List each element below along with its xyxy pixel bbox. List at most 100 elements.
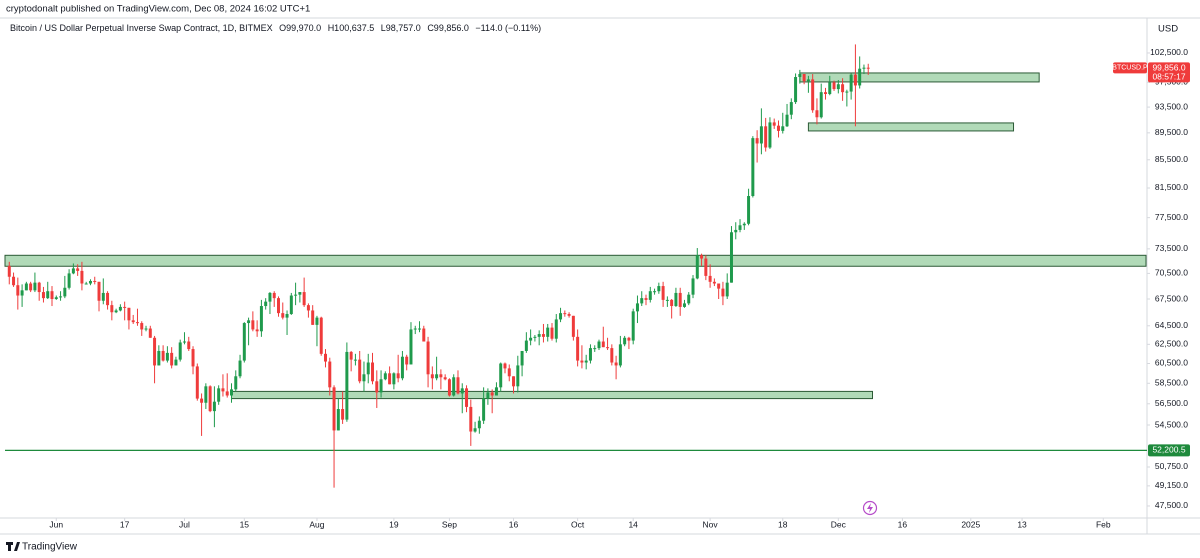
candle-body [418, 328, 422, 330]
x-tick-label: Oct [571, 519, 585, 529]
candle-body [747, 196, 751, 224]
candle-body [110, 305, 114, 313]
candle-body [584, 360, 588, 363]
candle-body [20, 290, 24, 296]
candle-body [405, 356, 409, 365]
candle-body [336, 409, 340, 431]
candle-body [832, 82, 836, 90]
currency-label: USD [1158, 24, 1178, 35]
candle-body [234, 376, 238, 390]
candle-body [606, 347, 610, 349]
candle-body [123, 306, 127, 308]
zone [799, 72, 1040, 83]
candle-body [255, 329, 259, 332]
y-tick-label: 81,500.0 [1155, 182, 1188, 192]
candle-body [114, 310, 118, 313]
candle-body [700, 255, 704, 259]
y-tick-label: 93,500.0 [1155, 101, 1188, 111]
candle-body [170, 352, 174, 366]
candle-body [311, 310, 315, 325]
candle-body [272, 292, 276, 299]
candle-body [242, 323, 246, 361]
candle-body [63, 287, 67, 297]
candle-body [140, 323, 144, 330]
candle-body [499, 363, 503, 388]
candle-body [46, 291, 50, 299]
candle-body [251, 320, 255, 330]
y-tick-label: 77,500.0 [1155, 212, 1188, 222]
y-tick-label: 47,500.0 [1155, 500, 1188, 510]
y-tick-label: 67,500.0 [1155, 293, 1188, 303]
candle-body [802, 74, 806, 82]
x-tick-label: Dec [831, 519, 847, 529]
candle-body [383, 373, 387, 380]
candle-body [422, 328, 426, 342]
candle-body [71, 268, 75, 274]
candle-body [520, 350, 524, 366]
candle-body [324, 353, 328, 362]
x-tick-label: Jun [49, 519, 63, 529]
candle-body [533, 336, 537, 338]
candle-body [302, 292, 306, 306]
candle-body [229, 389, 233, 396]
candle-body [601, 341, 605, 348]
candle-body [24, 283, 28, 291]
candle-body [610, 348, 614, 363]
candle-body [806, 79, 810, 82]
x-tick-label: Sep [442, 519, 457, 529]
candle-body [341, 409, 345, 420]
candle-body [144, 328, 148, 330]
candle-body [815, 110, 819, 118]
candle-body [400, 356, 404, 379]
candle-body [541, 334, 545, 337]
x-tick-label: Jul [179, 519, 190, 529]
zone [230, 390, 874, 400]
candle-body [157, 350, 161, 366]
zone [807, 122, 1015, 132]
symbol-title: Bitcoin / US Dollar Perpetual Inverse Sw… [10, 23, 273, 33]
candle-body [866, 67, 870, 69]
ohlc-high: H100,637.5 [328, 23, 375, 33]
x-tick-label: 16 [898, 519, 908, 529]
candle-body [597, 341, 601, 349]
symbol-tag-box [1113, 62, 1147, 74]
candle-body [588, 348, 592, 361]
candle-body [426, 341, 430, 375]
candle-body [546, 327, 550, 337]
candle-body [174, 359, 178, 366]
candle-body [751, 138, 755, 197]
candle-body [828, 82, 832, 95]
candle-body [388, 373, 392, 385]
candle-body [836, 84, 840, 90]
candle-body [238, 360, 242, 377]
candle-body [178, 342, 182, 360]
candle-body [319, 317, 323, 354]
candle-body [212, 401, 216, 412]
y-tick-label: 73,500.0 [1155, 243, 1188, 253]
candle-body [776, 125, 780, 131]
event-icon[interactable] [862, 500, 878, 516]
y-tick-label: 102,500.0 [1150, 47, 1188, 57]
candle-body [259, 306, 263, 332]
candle-body [785, 114, 789, 127]
candle-body [97, 281, 101, 301]
candle-body [755, 138, 759, 144]
y-tick-label: 54,500.0 [1155, 419, 1188, 429]
candle-body [315, 317, 319, 325]
candle-body [494, 387, 498, 396]
candle-body [277, 298, 280, 314]
y-tick-label: 56,500.0 [1155, 398, 1188, 408]
candle-body [371, 362, 375, 382]
candle-body [379, 379, 383, 393]
candle-body [208, 386, 212, 412]
y-tick-label: 70,500.0 [1155, 268, 1188, 278]
candle-body [640, 298, 644, 304]
candle-body [362, 374, 366, 382]
candle-body [841, 84, 845, 93]
candle-body [738, 225, 742, 230]
candle-body [682, 303, 686, 307]
horizontal-line-label: 52,200.5 [1152, 445, 1185, 455]
x-tick-label: 19 [389, 519, 399, 529]
y-tick-label: 58,500.0 [1155, 378, 1188, 388]
x-tick-label: 13 [1017, 519, 1027, 529]
